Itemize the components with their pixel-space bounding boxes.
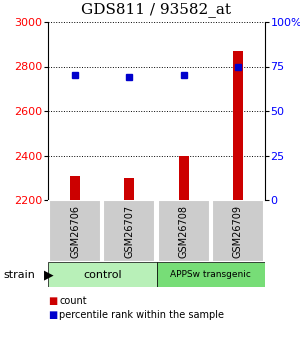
Bar	[103, 200, 155, 262]
Text: ■: ■	[48, 310, 57, 320]
Bar	[70, 176, 80, 200]
Text: count: count	[59, 296, 87, 306]
Text: GSM26708: GSM26708	[178, 205, 189, 257]
Text: percentile rank within the sample: percentile rank within the sample	[59, 310, 224, 320]
Bar	[233, 51, 243, 200]
Bar	[158, 200, 210, 262]
Text: ■: ■	[48, 296, 57, 306]
Text: ▶: ▶	[44, 268, 53, 281]
Bar	[157, 262, 265, 287]
Text: GSM26706: GSM26706	[70, 205, 80, 257]
Text: control: control	[83, 269, 122, 279]
Text: strain: strain	[3, 269, 35, 279]
Text: GDS811 / 93582_at: GDS811 / 93582_at	[82, 2, 232, 18]
Bar	[212, 200, 264, 262]
Bar	[49, 200, 101, 262]
Bar	[179, 156, 188, 200]
Bar	[48, 262, 157, 287]
Text: GSM26707: GSM26707	[124, 205, 134, 258]
Bar	[124, 178, 134, 200]
Text: GSM26709: GSM26709	[233, 205, 243, 257]
Text: APPSw transgenic: APPSw transgenic	[170, 270, 251, 279]
